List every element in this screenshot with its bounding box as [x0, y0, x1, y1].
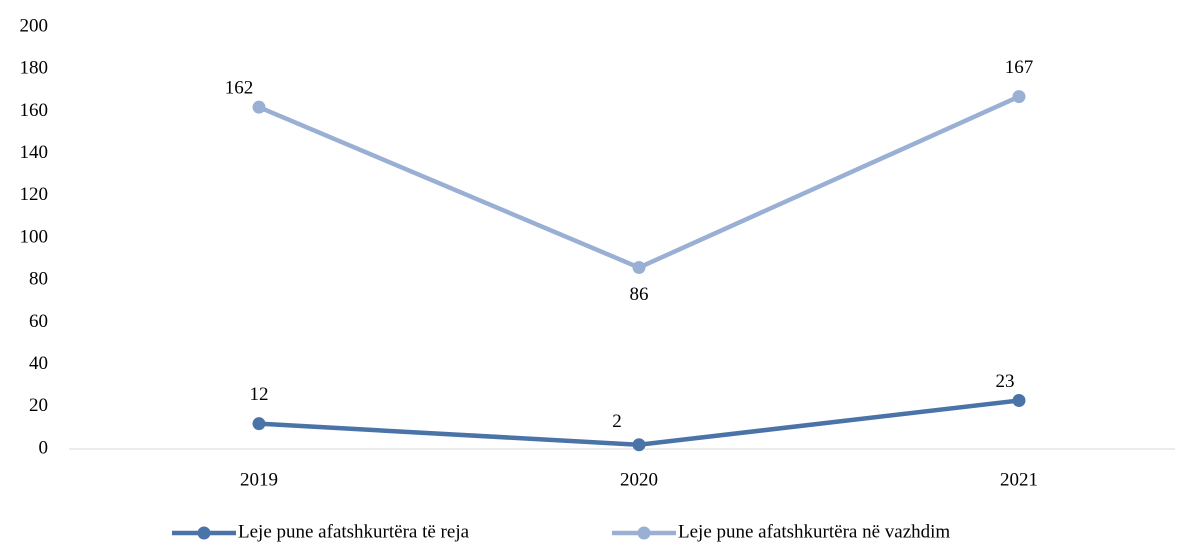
data-label: 167 [1005, 57, 1034, 78]
point [252, 100, 266, 114]
data-label: 12 [250, 384, 269, 405]
y-tick-label: 80 [29, 269, 48, 290]
y-tick-label: 0 [39, 437, 49, 458]
y-tick-label: 100 [20, 226, 49, 247]
y-tick-label: 60 [29, 311, 48, 332]
x-tick-label: 2020 [620, 469, 658, 490]
data-label: 162 [225, 78, 254, 99]
x-tick-label: 2021 [1000, 469, 1038, 490]
point [632, 438, 646, 452]
y-tick-label: 200 [20, 15, 49, 36]
y-tick-label: 160 [20, 100, 49, 121]
point [632, 261, 646, 275]
legend-marker [197, 526, 211, 540]
point [1012, 393, 1026, 407]
series-line [258, 94, 1020, 270]
y-tick-label: 180 [20, 58, 49, 79]
legend-label: Leje pune afatshkurtëra të reja [238, 521, 470, 542]
legend-label: Leje pune afatshkurtëra në vazhdim [678, 521, 950, 542]
y-tick-label: 40 [29, 353, 48, 374]
y-tick-label: 140 [20, 142, 49, 163]
x-tick-label: 2019 [240, 469, 278, 490]
legend-marker [637, 526, 651, 540]
y-tick-label: 20 [29, 395, 48, 416]
data-label: 2 [612, 411, 622, 432]
data-label: 86 [630, 284, 649, 305]
point [252, 417, 266, 431]
y-tick-label: 120 [20, 184, 49, 205]
series-line [258, 398, 1020, 448]
data-label: 23 [996, 371, 1015, 392]
point [1012, 90, 1026, 104]
